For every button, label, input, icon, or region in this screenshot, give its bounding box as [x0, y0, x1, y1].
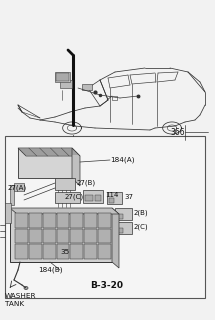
Text: 35: 35	[60, 249, 70, 255]
Bar	[15, 213, 28, 228]
Bar	[71, 213, 83, 228]
Text: B-3-20: B-3-20	[91, 281, 123, 290]
Bar	[57, 244, 69, 259]
Bar	[10, 208, 112, 262]
Bar	[115, 222, 132, 234]
Polygon shape	[112, 208, 119, 268]
Bar	[29, 213, 42, 228]
Bar	[29, 229, 42, 243]
Text: 2(B): 2(B)	[134, 210, 149, 216]
Polygon shape	[72, 148, 80, 186]
Bar	[95, 195, 101, 201]
Polygon shape	[10, 208, 119, 214]
Bar	[112, 96, 117, 100]
Bar	[5, 203, 11, 223]
Bar	[117, 214, 123, 219]
Bar	[55, 192, 80, 203]
Bar	[29, 244, 42, 259]
Text: 114: 114	[105, 192, 118, 198]
Text: WASHER
TANK: WASHER TANK	[5, 293, 37, 307]
Bar	[43, 229, 55, 243]
Bar	[71, 244, 83, 259]
Bar	[117, 228, 123, 233]
Bar	[84, 244, 97, 259]
Bar	[55, 178, 75, 190]
Bar	[107, 192, 122, 204]
Bar	[71, 229, 83, 243]
Bar	[14, 183, 24, 191]
Bar	[109, 198, 114, 203]
Bar	[85, 195, 93, 201]
Bar	[57, 213, 69, 228]
Text: 37: 37	[124, 194, 133, 200]
Bar	[98, 244, 111, 259]
Bar	[60, 80, 72, 88]
Bar	[98, 229, 111, 243]
Bar	[15, 229, 28, 243]
Text: 27(A): 27(A)	[8, 185, 27, 191]
Bar	[18, 148, 72, 178]
Bar	[83, 190, 103, 203]
Text: 27(B): 27(B)	[77, 180, 96, 186]
Polygon shape	[18, 148, 80, 156]
Text: 184(B): 184(B)	[38, 267, 63, 273]
Bar	[15, 244, 28, 259]
Text: 27(C): 27(C)	[65, 194, 84, 200]
Bar	[43, 213, 55, 228]
Bar	[57, 229, 69, 243]
Bar	[5, 136, 205, 298]
Bar	[82, 84, 92, 90]
Bar	[84, 213, 97, 228]
Bar	[56, 73, 69, 81]
Text: 366: 366	[170, 127, 185, 137]
Bar	[55, 72, 70, 82]
Bar	[98, 213, 111, 228]
Text: 184(A): 184(A)	[110, 157, 135, 163]
Bar	[84, 229, 97, 243]
Bar	[10, 185, 14, 205]
Text: 2(C): 2(C)	[134, 224, 149, 230]
Bar	[115, 208, 132, 220]
Ellipse shape	[24, 286, 28, 290]
Bar	[43, 244, 55, 259]
